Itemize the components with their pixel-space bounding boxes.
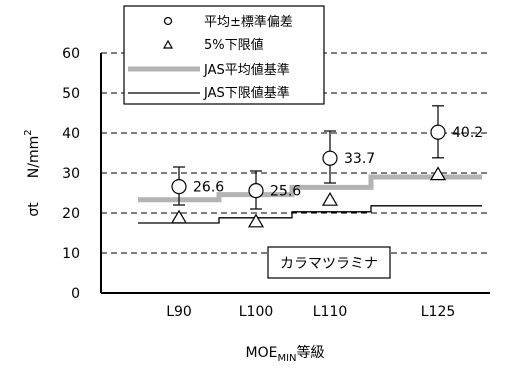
lower-limit-point bbox=[170, 209, 188, 224]
x-category-label: L90 bbox=[166, 304, 192, 320]
annotation-box bbox=[267, 246, 391, 279]
legend-circle-icon bbox=[163, 16, 173, 26]
data-label: 26.6 bbox=[193, 180, 224, 196]
lower-limit-point bbox=[429, 166, 447, 181]
legend-triangle-icon bbox=[162, 39, 174, 49]
legend-label-mean: 平均±標準偏差 bbox=[204, 14, 293, 30]
x-axis-suffix: 等級 bbox=[297, 344, 325, 361]
mean-markers bbox=[171, 124, 446, 199]
y-tick-label: 30 bbox=[62, 166, 80, 182]
lower-limit-point bbox=[321, 192, 339, 206]
data-label: 33.7 bbox=[344, 151, 375, 167]
jas-step-lines bbox=[138, 174, 482, 224]
x-category-label: L100 bbox=[239, 304, 274, 320]
legend: 平均±標準偏差 5%下限値 JAS平均値基準 JAS下限値基準 bbox=[123, 5, 325, 105]
y-tick-label: 40 bbox=[62, 126, 80, 142]
x-category-labels: L90 L100 L110 L125 bbox=[166, 304, 455, 320]
x-axis-title: MOEMIN等級 bbox=[245, 344, 324, 364]
data-label: 25.6 bbox=[270, 184, 301, 200]
annotation-text: カラマツラミナ bbox=[280, 256, 378, 272]
lower-limit-markers bbox=[170, 166, 447, 228]
legend-label-jas-mean: JAS平均値基準 bbox=[203, 62, 290, 78]
y-axis-title: σt N/mm2 bbox=[23, 129, 42, 216]
y-tick-label: 0 bbox=[71, 286, 80, 302]
x-axis-sub: MIN bbox=[277, 353, 296, 364]
y-tick-label: 60 bbox=[62, 46, 80, 62]
svg-text:MOEMIN等級: MOEMIN等級 bbox=[245, 344, 324, 364]
y-axis-symbol: σt bbox=[26, 202, 42, 217]
legend-label-jas-lower: JAS下限値基準 bbox=[203, 85, 290, 101]
mean-point bbox=[248, 183, 264, 199]
jas-lower-step-line bbox=[138, 205, 482, 224]
y-axis-unit-sup: 2 bbox=[23, 129, 34, 135]
y-tick-label: 20 bbox=[62, 206, 80, 222]
mean-point bbox=[430, 124, 446, 140]
legend-label-lower: 5%下限値 bbox=[204, 37, 264, 53]
x-category-label: L110 bbox=[313, 304, 348, 320]
y-axis-unit: N/mm bbox=[26, 136, 42, 178]
mean-point bbox=[171, 179, 187, 195]
y-tick-labels: 0 10 20 30 40 50 60 bbox=[62, 46, 80, 302]
y-tick-label: 50 bbox=[62, 86, 80, 102]
y-tick-label: 10 bbox=[62, 246, 80, 262]
data-label: 40.2 bbox=[452, 125, 483, 141]
data-labels: 26.6 25.6 33.7 40.2 bbox=[193, 125, 483, 199]
mean-point bbox=[322, 150, 338, 166]
lower-limit-point bbox=[247, 213, 265, 228]
x-axis-main: MOE bbox=[245, 345, 277, 361]
jas-mean-step-line bbox=[138, 174, 482, 203]
svg-text:σtN/mm2: σt N/mm2 bbox=[23, 129, 42, 216]
annotation: カラマツラミナ bbox=[267, 246, 391, 279]
legend-box bbox=[123, 5, 325, 105]
x-category-label: L125 bbox=[421, 304, 456, 320]
